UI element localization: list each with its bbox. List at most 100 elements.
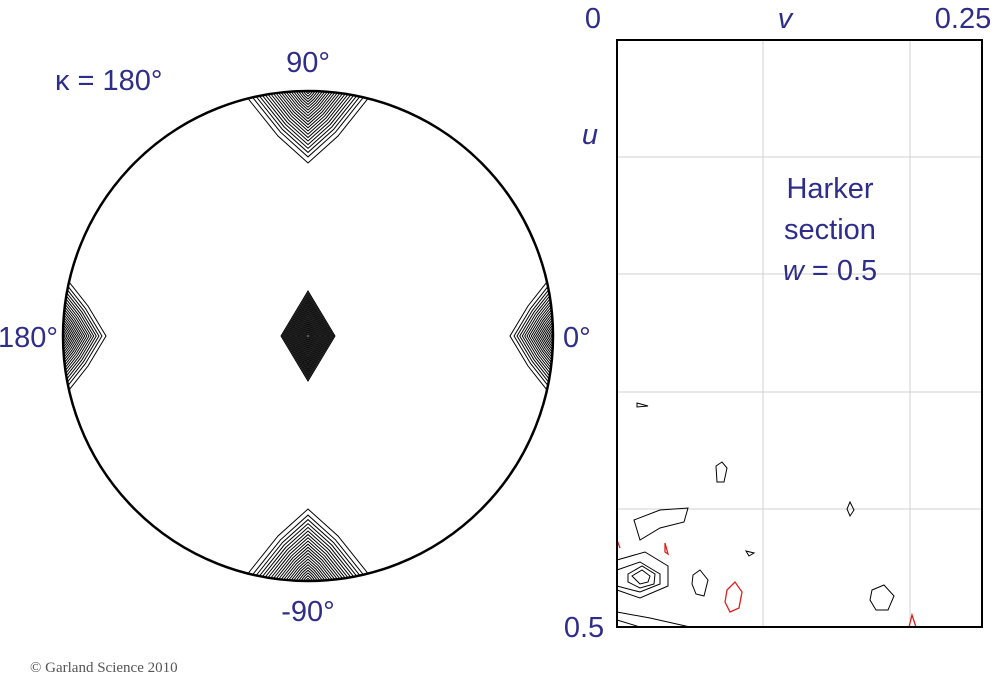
contour	[289, 304, 327, 368]
contour	[264, 533, 352, 581]
contour	[292, 310, 324, 362]
contour	[281, 91, 335, 120]
contour	[63, 280, 97, 392]
contour	[302, 326, 314, 346]
angle-label: 180°	[0, 322, 58, 354]
kappa-label: κ = 180°	[55, 65, 163, 97]
contour	[240, 91, 376, 164]
contour	[526, 290, 553, 382]
copyright: © Garland Science 2010	[30, 660, 178, 676]
contour	[744, 550, 756, 557]
contour	[63, 296, 86, 376]
contour	[530, 296, 553, 376]
contour	[254, 522, 362, 581]
contour	[63, 302, 82, 370]
contour	[908, 612, 917, 628]
contour	[63, 287, 92, 385]
contour	[846, 500, 855, 518]
contour	[276, 91, 340, 126]
harker-title: w = 0.5	[783, 255, 877, 287]
contour	[63, 272, 103, 400]
contour	[869, 584, 895, 611]
contour	[261, 530, 355, 581]
contour	[254, 91, 362, 150]
contour	[292, 564, 324, 581]
contour	[297, 318, 319, 354]
contour	[633, 507, 689, 541]
contour	[295, 314, 321, 358]
contour	[616, 619, 641, 628]
contour	[294, 566, 322, 581]
contour	[63, 283, 95, 389]
contour	[724, 580, 743, 613]
contour	[304, 91, 312, 95]
contour	[616, 561, 661, 593]
contour	[299, 572, 317, 581]
contour	[297, 91, 319, 103]
contour	[290, 306, 326, 366]
contour	[63, 276, 100, 396]
contour	[246, 514, 370, 581]
contour	[556, 334, 558, 339]
contour	[304, 577, 312, 581]
contour	[289, 561, 327, 581]
contour	[63, 305, 80, 367]
contour	[267, 91, 349, 135]
w-value: = 0.5	[804, 255, 877, 287]
contour	[246, 91, 370, 158]
contour	[250, 91, 366, 154]
contour	[273, 543, 343, 581]
contour	[301, 324, 315, 348]
contour	[691, 569, 709, 597]
contour	[532, 299, 553, 373]
contour	[302, 575, 314, 581]
contour	[306, 332, 310, 340]
contour	[281, 292, 335, 380]
contour	[297, 569, 319, 581]
contour	[63, 293, 88, 379]
contour	[63, 308, 78, 364]
contour	[554, 331, 558, 341]
contour	[284, 555, 332, 581]
contour	[509, 266, 553, 406]
contour	[270, 91, 346, 132]
contour	[304, 330, 312, 342]
contour	[664, 542, 670, 556]
contour	[257, 526, 359, 581]
contour	[542, 313, 553, 359]
harker-frame	[616, 39, 983, 628]
contour	[294, 91, 322, 106]
contour	[287, 302, 329, 370]
harker-panel	[616, 39, 983, 628]
contour	[302, 91, 314, 97]
axis-label: 0	[585, 3, 601, 35]
contour	[257, 91, 359, 146]
angle-label: -90°	[281, 596, 335, 628]
contour	[280, 290, 336, 382]
contour	[299, 91, 317, 100]
contour	[303, 328, 313, 344]
contour	[58, 331, 62, 341]
contour	[63, 313, 74, 359]
stereogram-circle	[61, 89, 555, 583]
contour	[521, 283, 553, 389]
axis-label: v	[778, 3, 794, 35]
contour	[284, 91, 332, 117]
angle-label: 0°	[563, 322, 591, 354]
contour	[516, 276, 553, 396]
contour	[544, 316, 553, 356]
contour	[631, 569, 651, 585]
contour	[58, 334, 60, 339]
contour	[63, 316, 72, 356]
w-symbol: w	[783, 255, 806, 287]
contour	[715, 461, 728, 483]
contour	[281, 552, 335, 581]
contour	[296, 316, 320, 356]
axis-label: 0.5	[564, 612, 604, 644]
contour	[627, 565, 656, 589]
contour	[616, 611, 691, 628]
axis-label: 0.25	[935, 3, 991, 35]
contour	[276, 546, 340, 581]
contour	[286, 300, 330, 372]
